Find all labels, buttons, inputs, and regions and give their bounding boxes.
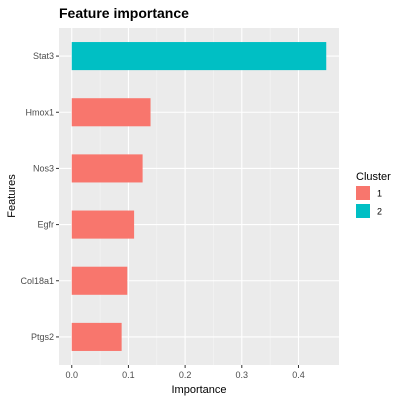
legend-key-1: [356, 186, 370, 200]
plot-panel: [59, 28, 339, 365]
bar-col18a1: [71, 266, 128, 295]
y-axis-ticks: Stat3 Hmox1 Nos3 Egfr Col18a1 Ptgs2: [20, 51, 59, 342]
y-tick-label: Egfr: [37, 220, 54, 230]
bar-nos3: [71, 154, 143, 183]
bar-egfr: [71, 210, 135, 239]
legend-key-2: [356, 204, 370, 218]
bar-hmox1: [71, 98, 151, 127]
legend-title: Cluster: [356, 171, 391, 183]
y-tick-label: Stat3: [33, 51, 54, 61]
x-tick-label: 0.4: [292, 370, 305, 380]
bar-ptgs2: [71, 322, 122, 351]
y-tick-label: Nos3: [33, 163, 54, 173]
y-tick-label: Ptgs2: [31, 332, 54, 342]
x-tick-label: 0.2: [179, 370, 192, 380]
y-axis-title: Features: [6, 174, 18, 218]
y-tick-label: Hmox1: [25, 107, 54, 117]
grid-minor: [99, 28, 271, 365]
legend: Cluster 1 2: [356, 171, 391, 218]
legend-label-1: 1: [377, 189, 382, 199]
x-axis-ticks: 0.0 0.1 0.2 0.3 0.4: [65, 365, 305, 380]
bar-stat3: [71, 42, 327, 71]
x-tick-label: 0.1: [122, 370, 135, 380]
y-tick-label: Col18a1: [20, 276, 54, 286]
legend-label-2: 2: [377, 207, 382, 217]
bars: [71, 42, 327, 351]
chart-title: Feature importance: [59, 5, 189, 21]
x-tick-label: 0.0: [65, 370, 78, 380]
x-tick-label: 0.3: [236, 370, 249, 380]
x-axis-title: Importance: [171, 384, 226, 396]
